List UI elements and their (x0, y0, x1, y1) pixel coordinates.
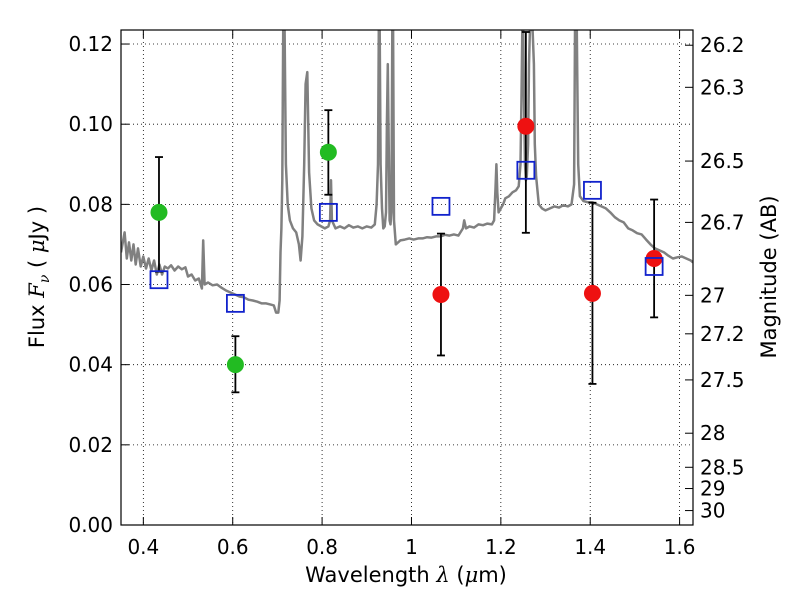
axis-ticks: 0.4 0.6 0.8 1 1.2 1.4 1.6 0.00 0.02 0.04 0.06 0.08 0… (68, 30, 745, 559)
right-tick-label: 29 (700, 477, 725, 501)
right-tick-label: 26.7 (700, 210, 745, 234)
right-tick-label: 27 (700, 283, 725, 307)
x-tick-label: 0.4 (127, 535, 159, 559)
square-marker (225, 293, 245, 313)
grid-lines (121, 30, 693, 526)
square-marker (516, 160, 536, 180)
circle-marker (319, 143, 337, 161)
right-tick-label: 30 (700, 499, 725, 523)
x-tick-label: 1.4 (574, 535, 606, 559)
circle-marker (226, 356, 244, 374)
right-tick-label: 26.2 (700, 33, 745, 57)
error-bars (154, 31, 659, 394)
circle-marker (583, 284, 601, 302)
data-points (149, 117, 664, 374)
x-axis-label: Wavelength λ (μm) (305, 563, 507, 587)
right-tick-label: 26.5 (700, 149, 745, 173)
x-tick-label: 0.8 (306, 535, 338, 559)
y-tick-label: 0.00 (68, 513, 113, 537)
right-tick-label: 27.5 (700, 368, 745, 392)
x-tick-label: 1 (405, 535, 418, 559)
circle-marker (432, 286, 450, 304)
square-marker (431, 196, 451, 216)
square-marker (583, 180, 602, 200)
right-tick-label: 28 (700, 421, 725, 445)
x-tick-label: 1.2 (485, 535, 517, 559)
right-axis-label: Magnitude (AB) (757, 195, 781, 358)
y-tick-label: 0.08 (68, 192, 113, 216)
circle-marker (517, 117, 535, 135)
right-tick-label: 28.5 (700, 455, 745, 479)
plot-frame (120, 29, 694, 526)
x-tick-label: 1.6 (664, 535, 696, 559)
y-axis-label: Flux Fν ( μJy ) (25, 206, 53, 348)
circle-marker (150, 203, 168, 221)
y-tick-label: 0.04 (68, 353, 113, 377)
square-marker (644, 257, 664, 276)
right-tick-label: 26.3 (700, 75, 745, 99)
square-marker (318, 202, 338, 222)
y-tick-label: 0.02 (68, 433, 113, 457)
spectrum-line (121, 30, 693, 314)
spectrum-series (121, 30, 693, 314)
y-tick-label: 0.06 (68, 273, 113, 297)
right-tick-label: 27.2 (700, 322, 745, 346)
y-tick-label: 0.10 (68, 112, 113, 136)
x-tick-label: 0.6 (217, 535, 249, 559)
y-tick-label: 0.12 (68, 32, 113, 56)
square-marker (149, 270, 169, 290)
